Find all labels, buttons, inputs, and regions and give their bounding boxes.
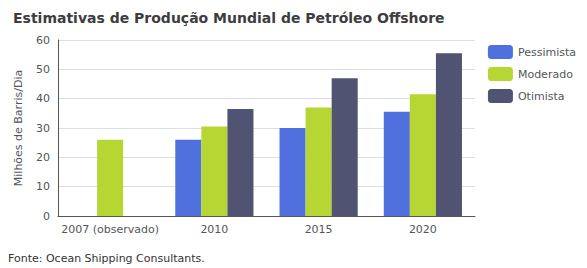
svg-text:2007 (observado): 2007 (observado) [61, 223, 159, 236]
svg-text:0: 0 [43, 210, 50, 223]
svg-text:2010: 2010 [200, 223, 228, 236]
svg-text:2015: 2015 [305, 223, 333, 236]
svg-text:20: 20 [36, 151, 50, 164]
svg-text:Moderado: Moderado [518, 68, 573, 81]
svg-text:30: 30 [36, 122, 50, 135]
svg-text:Otimista: Otimista [518, 90, 565, 103]
svg-text:10: 10 [36, 180, 50, 193]
svg-text:50: 50 [36, 63, 50, 76]
svg-text:2020: 2020 [409, 223, 437, 236]
svg-text:40: 40 [36, 92, 50, 105]
svg-text:Estimativas de Produção Mundia: Estimativas de Produção Mundial de Petró… [13, 10, 445, 26]
svg-text:60: 60 [36, 34, 50, 47]
svg-text:Pessimista: Pessimista [518, 46, 576, 59]
svg-text:Fonte: Ocean Shipping Consulta: Fonte: Ocean Shipping Consultants. [8, 252, 205, 265]
svg-text:Milhões de Barris/Dia: Milhões de Barris/Dia [12, 70, 25, 186]
